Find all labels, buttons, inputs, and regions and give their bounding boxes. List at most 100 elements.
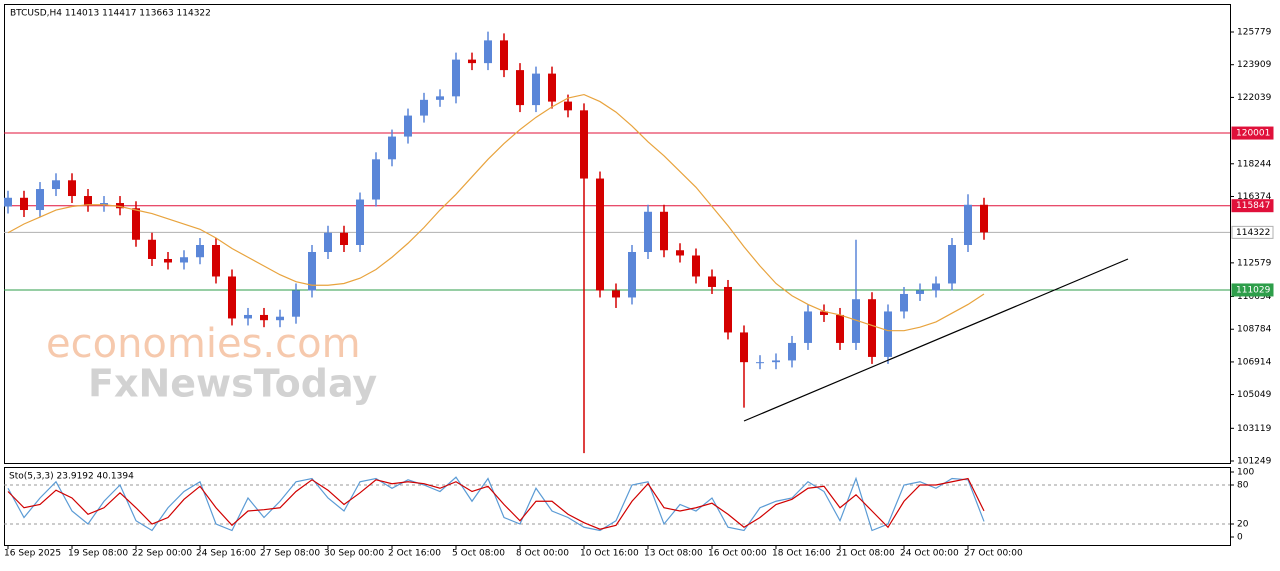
candle-body — [116, 203, 124, 209]
y-tick-label: 112579 — [1237, 258, 1272, 268]
candle-body — [516, 70, 524, 106]
candle-body — [868, 299, 876, 357]
x-tick-label: 10 Oct 16:00 — [580, 549, 639, 559]
candle-body — [212, 244, 220, 277]
candle-body — [372, 159, 380, 200]
x-tick-label: 24 Oct 00:00 — [900, 549, 959, 559]
candle-body — [708, 276, 716, 287]
x-tick-label: 2 Oct 16:00 — [388, 549, 441, 559]
candle-body — [500, 40, 508, 71]
x-tick-label: 13 Oct 08:00 — [644, 549, 703, 559]
candle-body — [356, 199, 364, 245]
candle-body — [804, 311, 812, 343]
candle-body — [420, 99, 428, 116]
y-tick-label: 123909 — [1237, 60, 1272, 70]
candle-body — [724, 286, 732, 333]
candle-body — [964, 204, 972, 245]
watermark: economies.com — [46, 321, 361, 367]
candle-body — [532, 73, 540, 106]
candle-body — [852, 299, 860, 343]
candle-body — [100, 203, 108, 205]
y-tick-label: 100 — [1237, 468, 1254, 478]
candle-body — [244, 314, 252, 319]
candle-body — [132, 208, 140, 240]
level-label: 111029 — [1236, 285, 1271, 295]
x-tick-label: 27 Oct 00:00 — [964, 549, 1023, 559]
y-tick-label: 101249 — [1237, 457, 1272, 467]
candle-body — [388, 136, 396, 160]
x-tick-label: 30 Sep 00:00 — [324, 549, 384, 559]
candle-body — [324, 232, 332, 252]
y-tick-label: 0 — [1237, 533, 1243, 543]
price-pane — [4, 4, 1231, 464]
y-tick-label: 105049 — [1237, 390, 1272, 400]
y-tick-label: 106914 — [1237, 357, 1272, 367]
level-label: 120001 — [1236, 129, 1270, 139]
x-tick-label: 16 Oct 00:00 — [708, 549, 767, 559]
candle-body — [660, 211, 668, 251]
candle-body — [612, 290, 620, 298]
candle-body — [20, 197, 28, 211]
candle-body — [900, 293, 908, 312]
trendline — [743, 258, 1129, 422]
x-tick-label: 16 Sep 2025 — [4, 549, 61, 559]
candle-body — [916, 290, 924, 294]
candle-body — [36, 189, 44, 211]
y-tick-label: 103119 — [1237, 424, 1272, 434]
candle-body — [4, 197, 12, 207]
candle-body — [468, 59, 476, 64]
candle-body — [452, 59, 460, 97]
watermark: FxNewsToday — [88, 362, 377, 406]
candle-body — [564, 101, 572, 111]
level-label-box — [1231, 126, 1274, 140]
candle-body — [148, 239, 156, 259]
candle-body — [52, 180, 60, 190]
level-label: 114322 — [1236, 228, 1270, 238]
y-tick-label: 20 — [1237, 520, 1249, 530]
candle-body — [628, 251, 636, 298]
candle-body — [84, 196, 92, 205]
x-tick-label: 19 Sep 08:00 — [68, 549, 128, 559]
candle-body — [196, 244, 204, 258]
level-label: 115847 — [1236, 201, 1270, 211]
level-label-box — [1231, 225, 1274, 239]
candle-body — [404, 115, 412, 137]
candle-body — [836, 314, 844, 343]
x-tick-label: 5 Oct 08:00 — [452, 549, 505, 559]
x-tick-label: 24 Sep 16:00 — [196, 549, 256, 559]
candle-body — [164, 258, 172, 263]
candle-body — [756, 362, 764, 364]
candle-body — [772, 360, 780, 363]
candle-body — [548, 73, 556, 102]
oscillator-title: Sto(5,3,3) 23.9192 40.1394 — [9, 472, 134, 482]
x-tick-label: 27 Sep 08:00 — [260, 549, 320, 559]
candle-body — [260, 314, 268, 321]
candle-body — [180, 257, 188, 263]
candle-body — [292, 290, 300, 317]
y-tick-label: 108784 — [1237, 325, 1272, 335]
candle-body — [436, 96, 444, 100]
candle-body — [980, 204, 988, 233]
candle-body — [68, 180, 76, 197]
x-tick-label: 18 Oct 16:00 — [772, 549, 831, 559]
candle-body — [932, 283, 940, 291]
candle-body — [676, 250, 684, 256]
chart-title: BTCUSD,H4 114013 114417 113663 114322 — [10, 9, 211, 19]
level-label-box — [1231, 199, 1274, 213]
x-tick-label: 8 Oct 00:00 — [516, 549, 569, 559]
y-tick-label: 125779 — [1237, 27, 1272, 37]
oscillator-line — [7, 476, 985, 532]
y-tick-label: 116374 — [1237, 192, 1272, 202]
candle-body — [884, 311, 892, 357]
moving-average — [7, 93, 985, 332]
candle-body — [276, 316, 284, 321]
candle-body — [692, 255, 700, 277]
oscillator-line — [7, 477, 985, 530]
candle-body — [340, 232, 348, 245]
candle-body — [484, 40, 492, 64]
candle-body — [820, 311, 828, 315]
candle-body — [596, 178, 604, 291]
level-label-box — [1231, 283, 1274, 297]
